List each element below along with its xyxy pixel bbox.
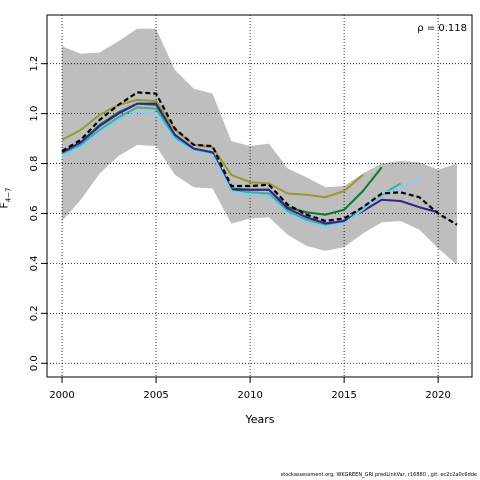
x-tick-label: 2010 [237, 390, 262, 401]
y-tick-label: 1.0 [29, 106, 40, 122]
grid-layer [47, 15, 472, 377]
x-axis-label: Years [244, 413, 274, 426]
x-axis: 2000 2005 2010 2015 2020 [49, 376, 451, 401]
y-tick-label: 1.2 [29, 56, 40, 72]
y-axis-label-main: F [0, 202, 10, 208]
rho-annotation: ρ = 0.118 [417, 23, 467, 34]
series-line-6 [61, 91, 458, 226]
series-line-4 [61, 102, 439, 225]
y-axis-label-sub: 4−7 [4, 187, 13, 203]
y-axis: 0.0 0.2 0.4 0.6 0.8 1.0 1.2 [29, 56, 48, 371]
footer-note: stockassessment.org, WKGREEN_GRI predLin… [280, 472, 477, 478]
confidence-band [62, 28, 457, 265]
y-axis-label: F4−7 [0, 187, 13, 208]
series-layer [61, 91, 458, 229]
y-tick-label: 0.4 [29, 255, 40, 271]
confidence-band-layer [62, 28, 457, 265]
y-tick-label: 0.8 [29, 156, 40, 172]
x-tick-label: 2005 [143, 390, 168, 401]
x-tick-label: 2020 [425, 390, 450, 401]
series-line-1 [61, 98, 364, 199]
y-tick-label: 0.2 [29, 305, 40, 321]
y-tick-label: 0.6 [29, 206, 40, 222]
y-tick-label: 0.0 [29, 355, 40, 371]
x-tick-label: 2015 [331, 390, 356, 401]
series-line-5 [61, 111, 420, 229]
x-tick-label: 2000 [49, 390, 74, 401]
